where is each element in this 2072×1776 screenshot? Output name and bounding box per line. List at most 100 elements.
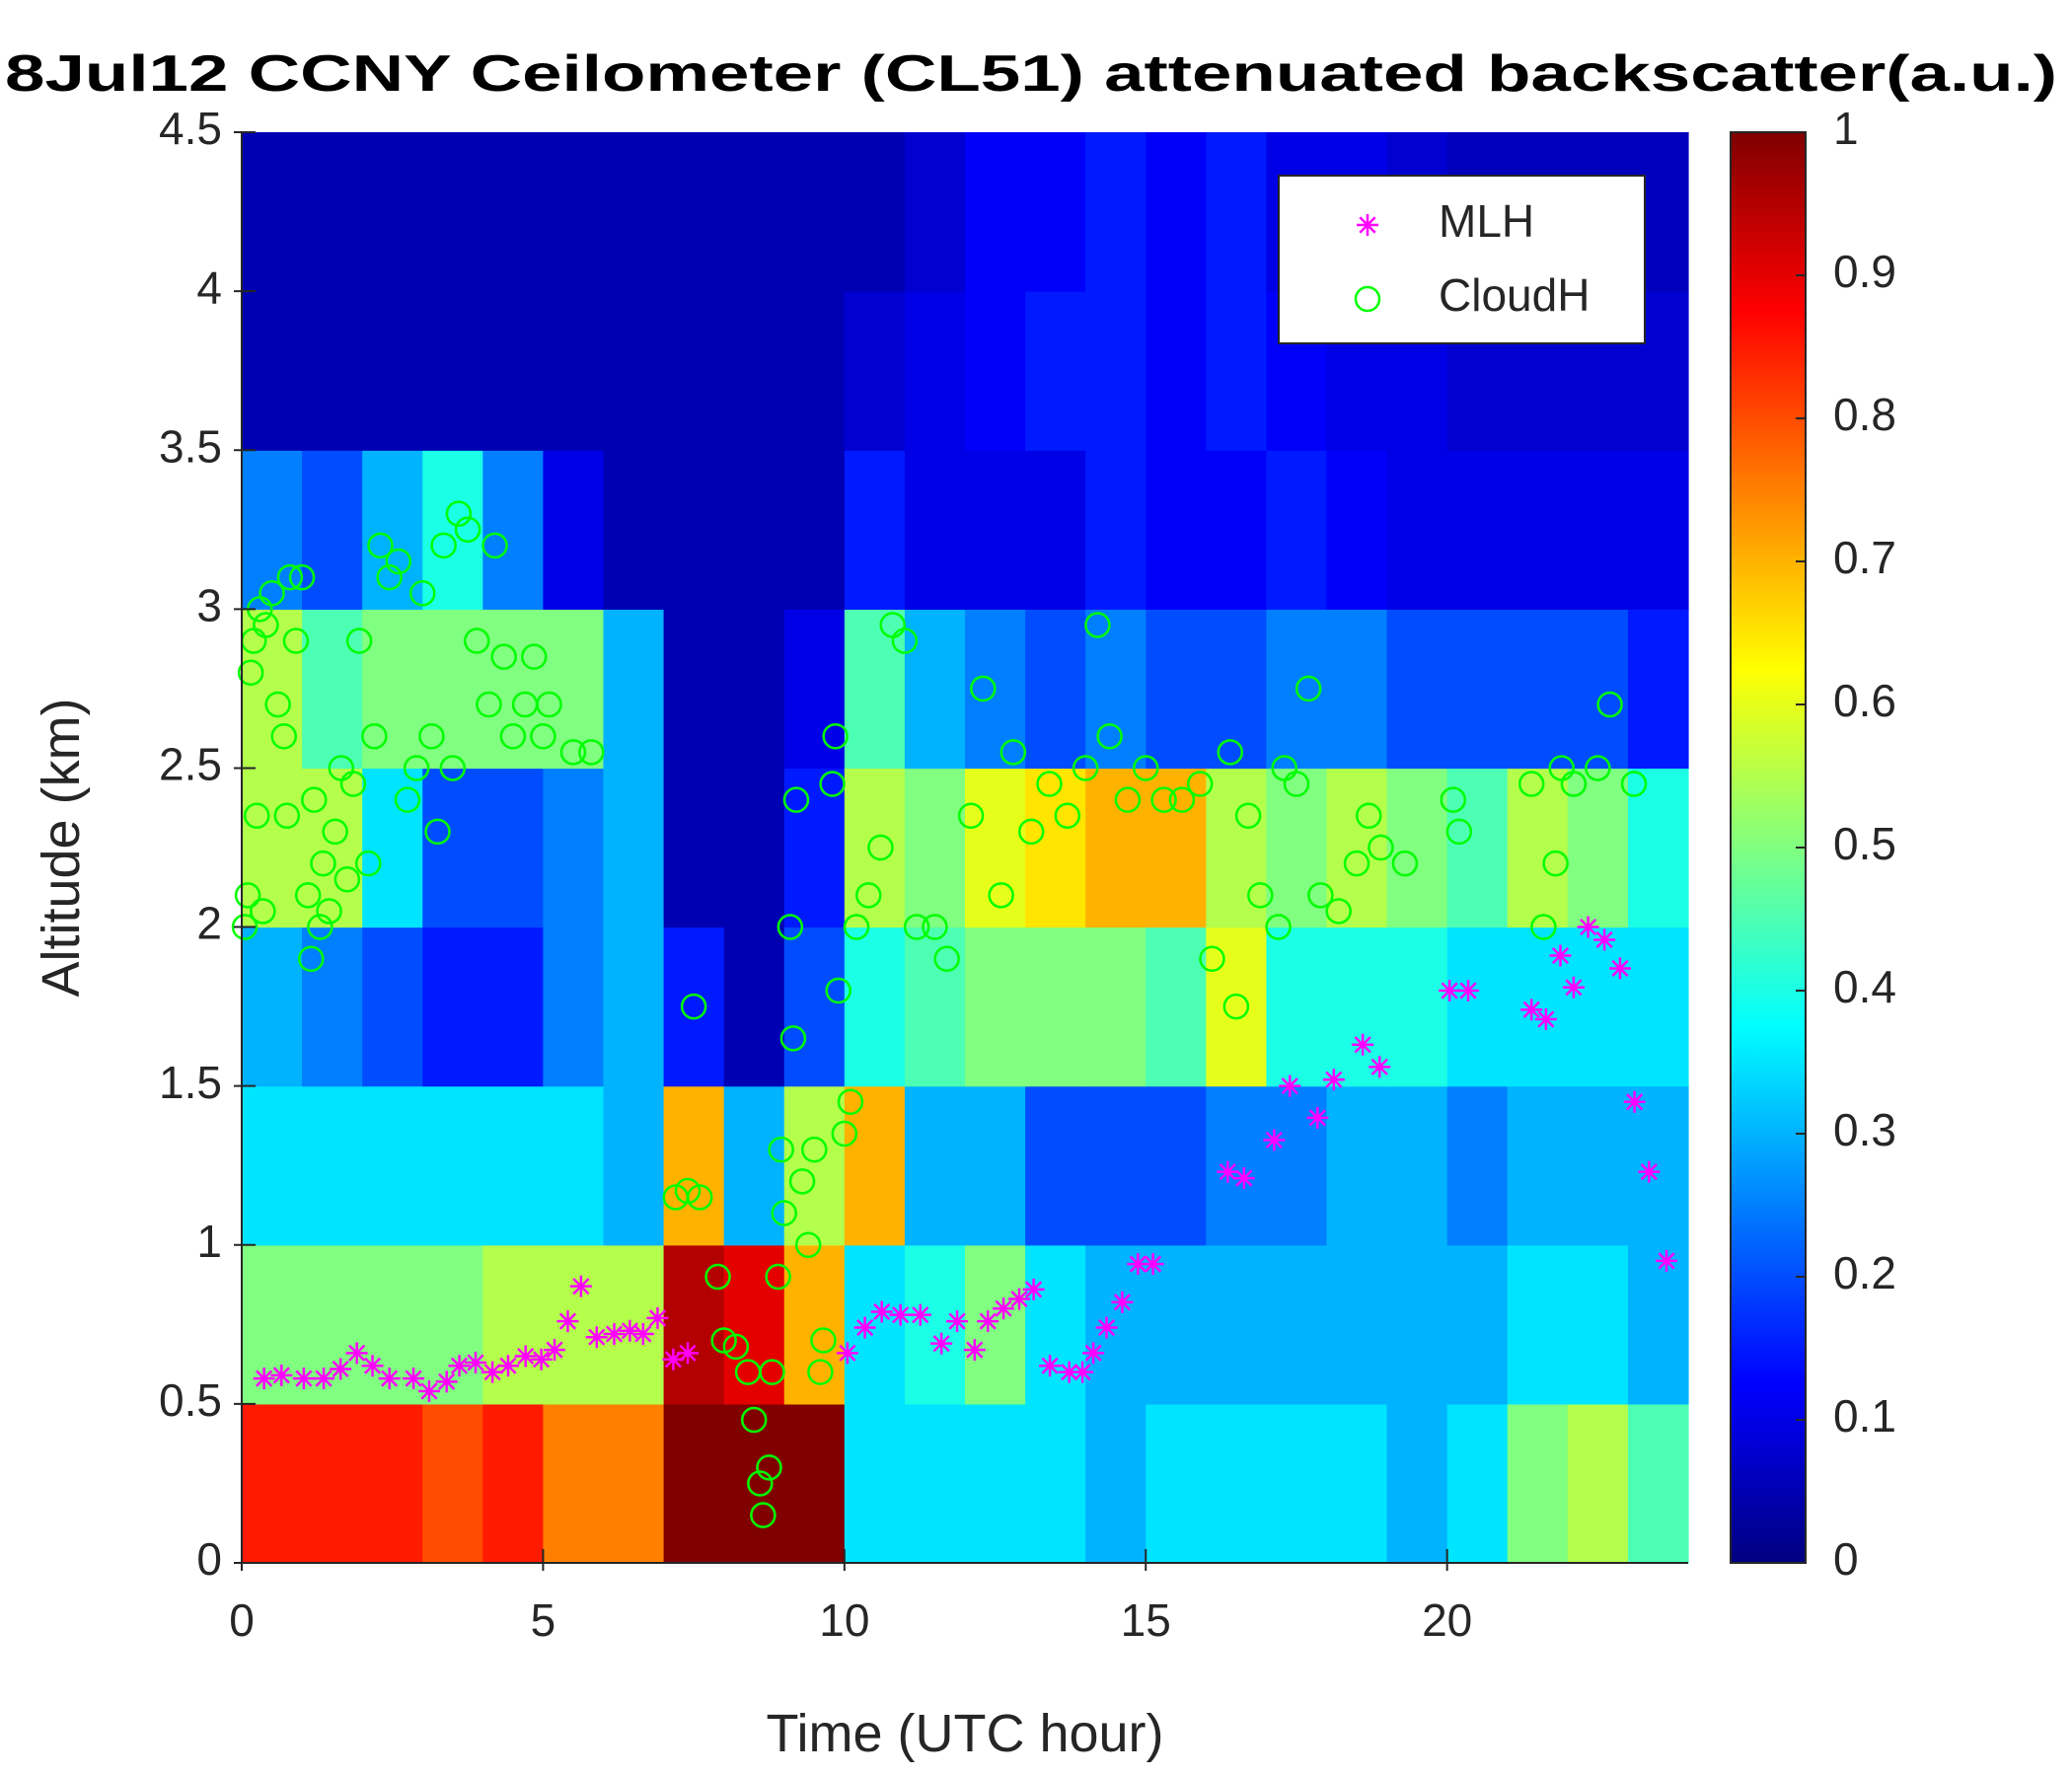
- marker-circle: [740, 1406, 768, 1434]
- data-point: [1549, 944, 1572, 967]
- legend-label: CloudH: [1439, 269, 1590, 321]
- heat-cell: [1386, 1085, 1448, 1246]
- marker-circle: [276, 563, 304, 591]
- data-point: [1007, 1288, 1030, 1310]
- heat-cell: [422, 1403, 483, 1564]
- marker-stroke: [634, 1325, 652, 1343]
- heat-cell: [783, 609, 846, 770]
- heat-cell: [1146, 1085, 1207, 1246]
- heat-cell: [242, 1244, 303, 1405]
- data-point: [481, 1361, 504, 1383]
- marker-circle: [750, 1502, 777, 1528]
- heat-cell: [1206, 450, 1268, 610]
- heat-cell: [543, 768, 605, 928]
- marker-circle: [933, 945, 960, 973]
- marker-stroke: [1061, 1364, 1078, 1381]
- data-point: [270, 1364, 293, 1386]
- heat-cell: [603, 132, 665, 292]
- data-point: [1295, 675, 1322, 703]
- marker-circle: [756, 1454, 782, 1481]
- marker-stroke: [1640, 1163, 1658, 1181]
- marker-circle: [297, 945, 325, 973]
- heat-cell: [1326, 926, 1388, 1087]
- heat-cell: [723, 926, 785, 1087]
- y-tick-label: 0.5: [159, 1374, 222, 1426]
- marker-stroke: [1281, 1077, 1298, 1095]
- heat-cell: [1146, 450, 1207, 610]
- y-tick-label: 2.5: [159, 739, 222, 790]
- marker-circle: [409, 579, 436, 607]
- data-point: [234, 882, 261, 909]
- heat-cell: [543, 926, 605, 1087]
- heat-cell: [1386, 1244, 1448, 1405]
- marker-stroke: [979, 1312, 997, 1330]
- heat-cell: [543, 132, 605, 292]
- marker-stroke: [1097, 1318, 1116, 1337]
- data-point: [1142, 1253, 1164, 1276]
- marker-circle: [1325, 898, 1352, 925]
- heat-cell: [1446, 1403, 1509, 1564]
- marker-circle: [376, 563, 403, 591]
- heat-cell: [663, 926, 725, 1087]
- data-point: [259, 579, 285, 607]
- marker-circle: [765, 1263, 791, 1291]
- data-point: [794, 1231, 822, 1259]
- data-point: [424, 818, 451, 846]
- data-point: [569, 1275, 592, 1297]
- marker-stroke: [966, 1341, 984, 1359]
- marker-circle: [810, 1327, 837, 1354]
- colorbar-tick-label: 0.5: [1833, 818, 1896, 869]
- heat-cell: [1507, 609, 1569, 770]
- marker-stroke: [1658, 1252, 1675, 1270]
- marker-circle: [747, 1470, 774, 1497]
- heat-cell: [904, 1085, 966, 1246]
- data-point: [822, 722, 849, 750]
- data-point: [825, 977, 851, 1004]
- heat-cell: [723, 609, 785, 770]
- data-point: [674, 1177, 702, 1205]
- data-point: [1322, 1069, 1345, 1091]
- marker-circle: [481, 532, 508, 559]
- heat-cell: [242, 1403, 303, 1564]
- heat-cell: [242, 132, 303, 292]
- data-point: [292, 1368, 315, 1390]
- marker-circle: [385, 548, 412, 575]
- marker-circle: [788, 1168, 816, 1195]
- heatmap: [242, 132, 1689, 1564]
- marker-stroke: [1113, 1294, 1132, 1311]
- heat-cell: [904, 291, 966, 451]
- data-point: [1534, 1008, 1557, 1030]
- marker-circle: [1356, 802, 1382, 830]
- marker-circle: [782, 786, 810, 813]
- data-point: [1439, 980, 1461, 1001]
- marker-circle: [578, 739, 605, 766]
- marker-circle: [1354, 285, 1381, 313]
- marker-circle: [294, 882, 322, 909]
- marker-circle: [794, 1231, 822, 1259]
- data-point: [1620, 771, 1648, 797]
- data-point: [330, 1358, 352, 1380]
- heat-cell: [965, 926, 1026, 1087]
- heat-cell: [663, 450, 725, 610]
- heat-cell: [904, 132, 966, 292]
- heat-cell: [1085, 1244, 1147, 1405]
- heat-cell: [603, 609, 665, 770]
- data-point: [585, 1326, 608, 1349]
- data-point: [1133, 755, 1159, 781]
- data-point: [514, 1345, 537, 1368]
- marker-circle: [499, 722, 527, 750]
- data-point: [810, 1327, 837, 1354]
- marker-stroke: [1595, 930, 1613, 949]
- marker-circle: [722, 1333, 750, 1361]
- marker-circle: [1283, 771, 1310, 797]
- heat-cell: [1146, 1403, 1207, 1564]
- marker-circle: [801, 1136, 828, 1163]
- heat-cell: [302, 1403, 363, 1564]
- data-point: [1111, 1291, 1134, 1313]
- data-point: [680, 993, 707, 1020]
- colorbar-tick-label: 0.3: [1833, 1104, 1896, 1155]
- marker-circle: [339, 771, 367, 797]
- data-point: [747, 1470, 774, 1497]
- data-point: [1054, 802, 1081, 830]
- x-tick-label: 20: [1422, 1594, 1472, 1646]
